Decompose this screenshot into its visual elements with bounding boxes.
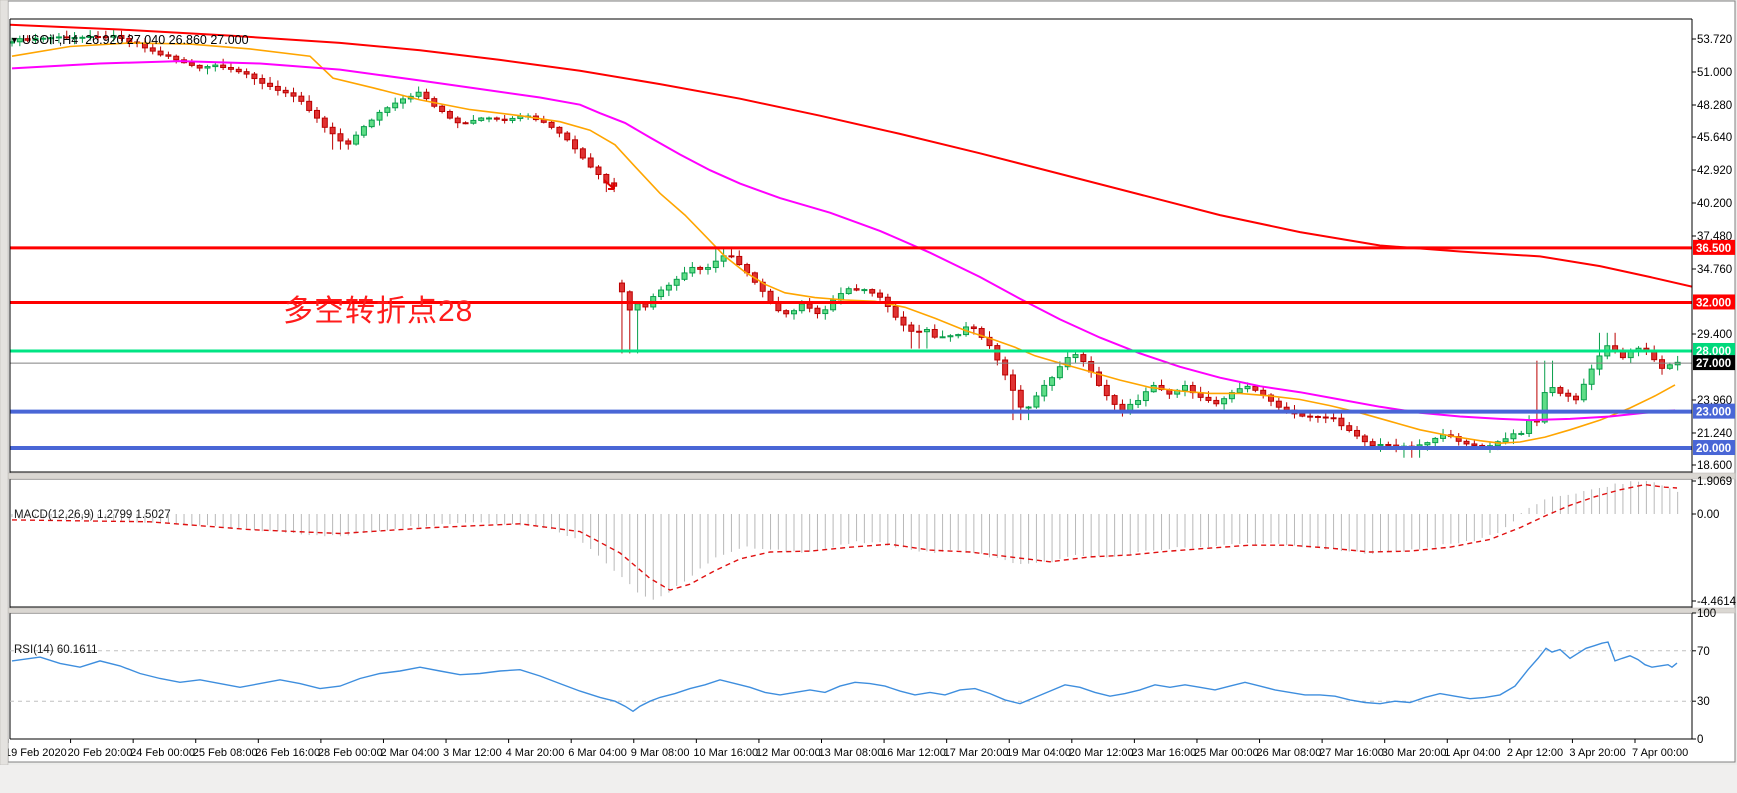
price-tick-48.280: 48.280 [1697,100,1732,112]
symbol-dropdown-icon[interactable]: ▼ [10,35,19,45]
red-arrow-marker[interactable] [603,179,615,190]
time-label-8: 4 Mar 20:00 [506,747,565,759]
axis-label-36.500 [1693,239,1735,255]
price-tick-51.000: 51.000 [1697,67,1732,79]
axis-label-32.000-text: 32.000 [1696,297,1731,309]
time-label-19: 25 Mar 00:00 [1194,747,1259,759]
time-label-9: 6 Mar 04:00 [568,747,627,759]
macd-tick-1.9069: 1.9069 [1697,476,1732,488]
price-axis[interactable]: 53.72051.00048.28045.64042.92040.20037.4… [1692,34,1732,472]
chart-window[interactable] [7,0,1736,763]
time-label-15: 17 Mar 20:00 [944,747,1009,759]
macd-indicator-label: MACD(12,26,9) 1.2799 1.5027 [14,509,171,521]
axis-label-current-text: 27.000 [1696,358,1731,370]
price-tick-21.240: 21.240 [1697,428,1732,440]
rsi-tick-70: 70 [1697,646,1710,658]
time-label-3: 25 Feb 08:00 [193,747,258,759]
time-label-5: 28 Feb 00:00 [318,747,383,759]
price-tick-42.920: 42.920 [1697,165,1732,177]
time-label-26: 7 Apr 00:00 [1632,747,1688,759]
rsi-axis: 100 70 30 0 [1692,608,1716,746]
macd-tick--4.4614: -4.4614 [1697,596,1737,608]
time-label-22: 30 Mar 20:00 [1382,747,1447,759]
ma-slow-red-line [10,23,1692,288]
time-label-24: 2 Apr 12:00 [1507,747,1563,759]
macd-tick-0.00: 0.00 [1697,509,1719,521]
time-label-4: 26 Feb 16:00 [255,747,320,759]
macd-panel[interactable] [11,480,1679,600]
axis-label-23.000-text: 23.000 [1696,407,1731,419]
price-tick-29.400: 29.400 [1697,329,1732,341]
main-price-panel[interactable] [10,23,1693,458]
axis-label-28.000 [1693,342,1735,358]
bull-candles [10,29,1681,458]
time-label-6: 2 Mar 04:00 [380,747,439,759]
axis-label-current [1693,355,1735,371]
time-label-10: 9 Mar 08:00 [631,747,690,759]
rsi-panel[interactable] [10,641,1692,713]
time-label-16: 19 Mar 04:00 [1006,747,1071,759]
time-label-23: 1 Apr 04:00 [1444,747,1500,759]
left-gutter [0,0,9,765]
axis-label-23.000 [1693,403,1735,419]
time-label-18: 23 Mar 16:00 [1131,747,1196,759]
price-tick-40.200: 40.200 [1697,198,1732,210]
rsi-tick-30: 30 [1697,696,1710,708]
rsi-tick-100: 100 [1697,608,1716,620]
axis-label-36.500-text: 36.500 [1696,243,1731,255]
price-tick-45.640: 45.640 [1697,132,1732,144]
ma-mid-magenta-line [11,60,1676,422]
time-label-21: 27 Mar 16:00 [1319,747,1384,759]
macd-axis: 1.9069 0.00 -4.4614 [1692,476,1737,608]
rsi-line [11,641,1678,713]
time-label-13: 13 Mar 08:00 [819,747,884,759]
time-label-7: 3 Mar 12:00 [443,747,502,759]
time-label-0: 19 Feb 2020 [5,747,67,759]
macd-signal-line [11,483,1678,591]
time-label-14: 16 Mar 12:00 [881,747,946,759]
panel-separator-1[interactable] [7,472,1736,480]
axis-label-28.000-text: 28.000 [1696,346,1731,358]
rsi-tick-0: 0 [1697,734,1703,746]
panel-separator-2[interactable] [7,607,1736,614]
time-label-1: 20 Feb 20:00 [68,747,133,759]
price-tick-18.600: 18.600 [1697,460,1732,472]
time-label-17: 20 Mar 12:00 [1069,747,1134,759]
axis-label-20.000 [1693,440,1735,456]
axis-label-32.000 [1693,294,1735,310]
time-label-11: 10 Mar 16:00 [693,747,758,759]
time-label-20: 26 Mar 08:00 [1257,747,1322,759]
time-label-25: 3 Apr 20:00 [1569,747,1625,759]
price-tick-34.760: 34.760 [1697,264,1732,276]
time-label-12: 12 Mar 00:00 [756,747,821,759]
time-label-2: 24 Feb 00:00 [130,747,195,759]
symbol-ohlc-line: USOil-,H4 26.920 27.040 26.860 27.000 [22,33,249,47]
chart-canvas[interactable]: 53.72051.00048.28045.64042.92040.20037.4… [0,0,1737,765]
rsi-indicator-label: RSI(14) 60.1611 [14,644,98,656]
chart-annotation-text[interactable]: 多空转折点28 [283,295,474,328]
axis-label-20.000-text: 20.000 [1696,443,1731,455]
ma-fast-orange-line [11,42,1676,445]
price-tick-53.720: 53.720 [1697,34,1732,46]
